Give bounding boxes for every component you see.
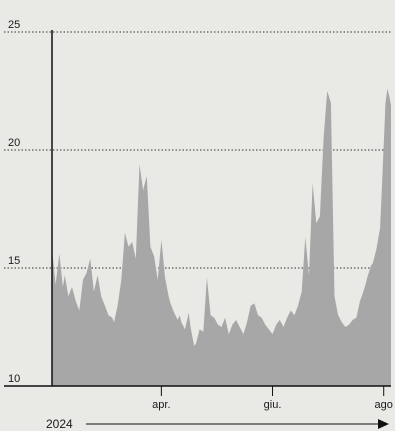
area-series — [52, 88, 391, 386]
x-tick-label: giu. — [264, 399, 282, 411]
y-tick-label: 15 — [8, 255, 20, 267]
x-tick-label: apr. — [152, 399, 170, 411]
y-tick-label: 25 — [8, 19, 20, 31]
y-tick-label: 20 — [8, 137, 20, 149]
x-ticks: apr. giu. ago — [152, 386, 393, 411]
arrow-right-icon — [378, 419, 389, 429]
y-tick-label: 10 — [8, 373, 20, 385]
x-tick-label: ago — [375, 399, 393, 411]
x-axis-label: 2024 — [46, 417, 73, 431]
y-tick-labels: 10 15 20 25 — [8, 19, 20, 385]
